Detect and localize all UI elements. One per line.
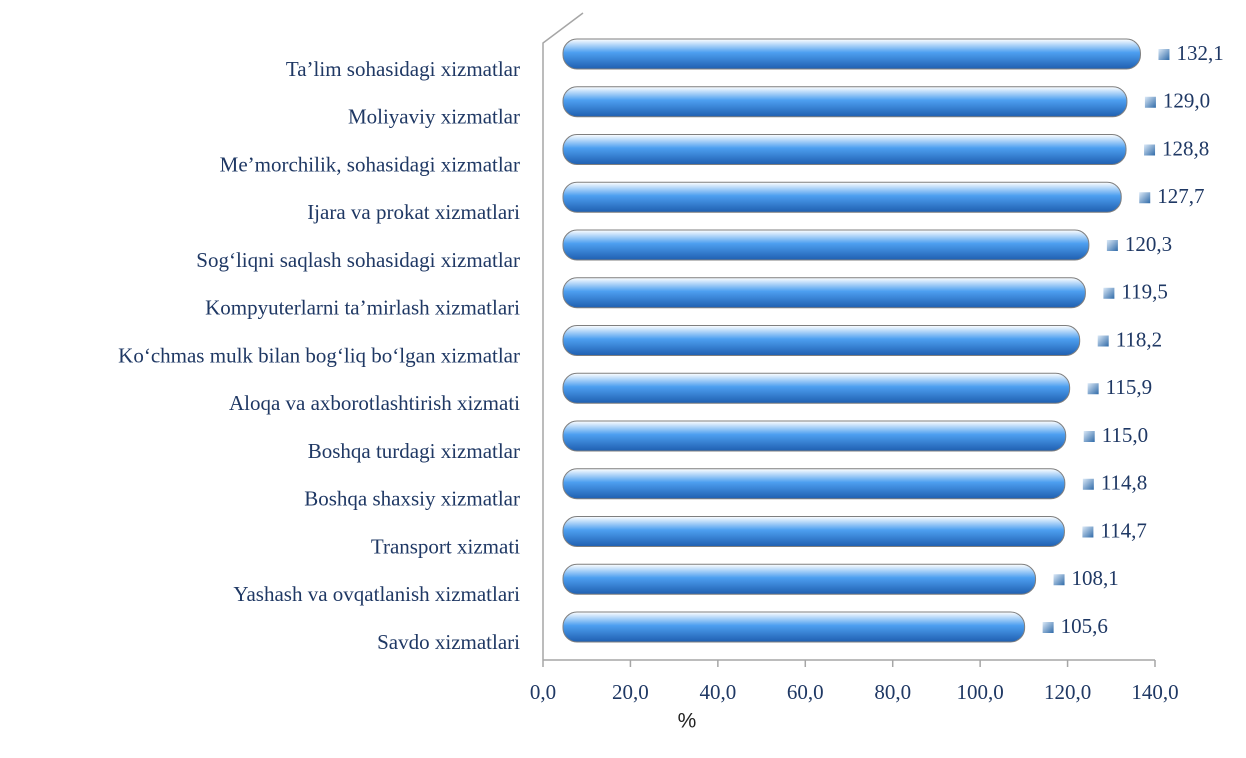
value-label: 118,2: [1116, 327, 1162, 351]
value-label: 115,9: [1106, 375, 1152, 399]
value-marker: [1103, 287, 1115, 299]
bar: [562, 516, 1065, 547]
value-marker: [1082, 526, 1094, 538]
y-tick-label: Savdo xizmatlari: [377, 630, 520, 654]
x-tick-label: 100,0: [957, 680, 1004, 704]
value-marker: [1083, 431, 1095, 442]
value-marker: [1087, 383, 1099, 395]
value-label: 127,7: [1157, 184, 1204, 208]
bar: [562, 134, 1127, 165]
bar: [562, 420, 1067, 452]
value-label: 115,0: [1102, 423, 1148, 447]
bar: [562, 38, 1141, 70]
bar: [562, 611, 1026, 643]
value-label: 108,1: [1072, 566, 1119, 590]
y-tick-label: Aloqa va axborotlashtirish xizmati: [229, 391, 520, 415]
value-marker: [1042, 622, 1054, 633]
value-marker: [1082, 478, 1094, 490]
x-tick-label: 40,0: [699, 680, 736, 704]
value-label: 129,0: [1163, 89, 1210, 113]
y-tick-label: Ta’lim sohasidagi xizmatlar: [286, 57, 520, 81]
value-marker: [1053, 574, 1065, 586]
x-tick-label: 140,0: [1131, 680, 1178, 704]
y-tick-label: Boshqa turdagi xizmatlar: [308, 439, 520, 463]
y-axis-line: [542, 12, 584, 660]
bar: [562, 181, 1122, 213]
bar: [562, 372, 1071, 404]
y-tick-label: Yashash va ovqatlanish xizmatlari: [233, 582, 520, 606]
y-tick-label: Kompyuterlarni ta’mirlash xizmatlari: [205, 296, 520, 320]
value-marker: [1139, 192, 1151, 204]
value-label: 120,3: [1125, 232, 1172, 256]
y-tick-label: Boshqa shaxsiy xizmatlar: [304, 487, 520, 511]
value-label: 119,5: [1121, 280, 1167, 304]
bar: [562, 325, 1081, 356]
x-axis-label: %: [678, 710, 697, 733]
bar: [562, 229, 1090, 261]
y-tick-label: Me’morchilik, sohasidagi xizmatlar: [220, 152, 520, 176]
x-tick-label: 80,0: [874, 680, 911, 704]
value-label: 128,8: [1162, 136, 1209, 160]
value-label: 114,8: [1101, 471, 1147, 495]
bar: [562, 86, 1128, 118]
value-marker: [1097, 335, 1109, 347]
value-label: 114,7: [1100, 518, 1146, 542]
bar: [562, 277, 1086, 309]
x-tick-label: 0,0: [530, 680, 556, 704]
bar: [562, 468, 1066, 500]
y-tick-label: Sog‘liqni saqlash sohasidagi xizmatlar: [196, 248, 520, 272]
x-tick-label: 60,0: [787, 680, 824, 704]
y-tick-label: Ko‘chmas mulk bilan bog‘liq bo‘lgan xizm…: [118, 343, 520, 367]
y-tick-label: Transport xizmati: [371, 534, 520, 558]
value-marker: [1144, 144, 1156, 156]
value-marker: [1158, 49, 1170, 60]
bar: [562, 563, 1037, 595]
x-tick-label: 20,0: [612, 680, 649, 704]
value-label: 105,6: [1061, 614, 1108, 638]
value-marker: [1106, 240, 1118, 251]
x-tick-label: 120,0: [1044, 680, 1091, 704]
value-label: 132,1: [1176, 41, 1223, 65]
value-marker: [1144, 96, 1156, 108]
y-tick-label: Moliyaviy xizmatlar: [348, 105, 520, 129]
y-tick-label: Ijara va prokat xizmatlari: [307, 200, 520, 224]
